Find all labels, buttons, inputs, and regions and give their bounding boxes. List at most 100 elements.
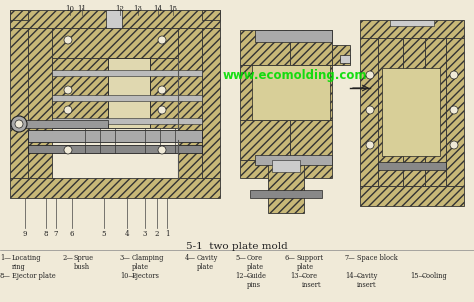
Circle shape [366,106,374,114]
Text: 15: 15 [168,5,177,13]
Circle shape [64,36,72,44]
Text: 3: 3 [143,230,147,238]
Bar [108,58,150,128]
Bar [340,55,350,63]
Text: 4: 4 [125,230,129,238]
Text: 10: 10 [65,5,74,13]
Circle shape [11,116,27,132]
Bar [360,20,464,38]
Text: 8: 8 [44,230,48,238]
Circle shape [366,141,374,149]
Circle shape [64,86,72,94]
Bar [10,10,220,28]
Bar [52,58,108,128]
Bar [178,28,202,178]
Text: 7: 7 [54,230,58,238]
Bar [446,38,464,186]
Circle shape [64,106,72,114]
Text: 6: 6 [70,230,74,238]
Bar [28,130,202,142]
Bar [290,65,332,120]
Text: Guide
pins: Guide pins [247,272,267,289]
Text: Cavity
insert: Cavity insert [357,272,378,289]
Text: 11: 11 [78,5,86,13]
Text: 2—: 2— [62,254,73,262]
Text: Ejector plate: Ejector plate [12,272,56,280]
Text: 13—: 13— [290,272,305,280]
Text: Core
plate: Core plate [247,254,264,271]
Text: 12: 12 [116,5,125,13]
Text: 14—: 14— [345,272,360,280]
Bar [10,28,28,178]
Text: Cavity
plate: Cavity plate [197,254,219,271]
Text: 1: 1 [165,230,169,238]
Circle shape [450,106,458,114]
Bar [240,160,332,178]
Bar [202,10,220,20]
Bar [250,190,322,198]
Bar [390,20,434,26]
Bar [290,30,332,65]
Text: 2: 2 [155,230,159,238]
Bar [150,58,178,128]
Bar [255,155,332,165]
Circle shape [366,71,374,79]
Bar [240,30,290,65]
Text: 5—: 5— [235,254,246,262]
Bar [52,28,178,58]
Text: Space block: Space block [357,254,398,262]
Circle shape [158,106,166,114]
Text: www.ecomolding.com: www.ecomolding.com [223,69,367,82]
Circle shape [450,71,458,79]
Circle shape [15,120,23,128]
Circle shape [158,36,166,44]
Bar [240,65,290,120]
Bar [202,28,220,178]
Bar [10,178,220,198]
Text: 3—: 3— [120,254,131,262]
Text: Locating
ring: Locating ring [12,254,42,271]
Bar [272,160,300,172]
Bar [10,120,108,128]
Bar [403,38,425,186]
Bar [28,28,52,178]
Bar [382,68,440,156]
Text: 1—: 1— [0,254,11,262]
Bar [240,120,290,160]
Circle shape [64,146,72,154]
Bar [378,38,403,186]
Circle shape [158,86,166,94]
Text: Ejectors: Ejectors [132,272,160,280]
Bar [360,186,464,206]
Bar [255,30,332,42]
Bar [332,45,350,65]
Text: 10—: 10— [120,272,135,280]
Bar [52,70,202,76]
Text: Cooling: Cooling [422,272,448,280]
Circle shape [158,146,166,154]
Bar [52,118,202,124]
Text: 5-1  two plate mold: 5-1 two plate mold [186,242,288,251]
Text: Clamping
plate: Clamping plate [132,254,164,271]
Bar [378,162,446,170]
Text: 5: 5 [102,230,106,238]
Bar [425,38,446,186]
Text: 15—: 15— [410,272,425,280]
Text: 9: 9 [23,230,27,238]
Text: 12—: 12— [235,272,250,280]
Bar [52,95,202,101]
Text: Core
insert: Core insert [302,272,322,289]
Circle shape [450,141,458,149]
Text: Support
plate: Support plate [297,254,324,271]
Text: Sprue
bush: Sprue bush [74,254,94,271]
Bar [360,38,378,186]
Text: 7—: 7— [345,254,356,262]
Bar [10,10,28,20]
Bar [290,120,332,160]
Text: 4—: 4— [185,254,196,262]
Text: 14: 14 [154,5,163,13]
Text: 6—: 6— [285,254,296,262]
Text: 13: 13 [134,5,143,13]
Bar [28,145,202,153]
Text: 8—: 8— [0,272,11,280]
